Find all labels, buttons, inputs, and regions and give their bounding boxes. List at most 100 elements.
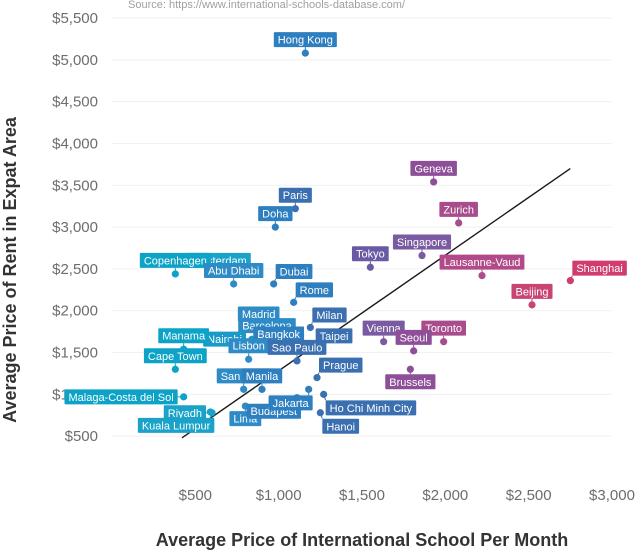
city-paris: Paris <box>278 187 312 213</box>
city-label: Doha <box>262 209 289 221</box>
city-label: Hanoi <box>326 421 355 433</box>
label-box <box>362 320 405 336</box>
city-label: Milan <box>316 310 342 322</box>
y-tick-label: $2,500 <box>52 261 98 278</box>
city-prague: Prague <box>313 357 363 382</box>
data-point <box>440 338 448 346</box>
city-label: Jakarta <box>273 398 310 410</box>
city-label: Prague <box>323 360 358 372</box>
city-hanoi: Hanoi <box>316 409 360 434</box>
data-point <box>290 298 298 306</box>
city-label: Copenhagen <box>144 255 207 267</box>
city-hong-kong: Hong Kong <box>273 32 337 57</box>
label-box <box>421 320 467 336</box>
city-kuala-lumpur: Kuala Lumpur <box>137 408 215 433</box>
city-label: Paris <box>283 190 309 202</box>
data-point <box>270 280 278 288</box>
data-points: Hong KongParisDohaAmsterdamCopenhagenAbu… <box>64 32 627 434</box>
x-axis-ticks: $500 $1,000 $1,500 $2,000 $2,500 $3,000 <box>179 487 635 504</box>
city-milan: Milan <box>306 307 347 332</box>
label-box <box>163 405 206 421</box>
label-box <box>392 234 452 250</box>
data-point <box>230 280 238 288</box>
data-point <box>418 251 426 260</box>
source-note: Source: https://www.international-school… <box>128 0 406 11</box>
city-sao-paulo: Sao Paulo <box>267 339 327 365</box>
city-jakarta: Jakarta <box>268 385 313 411</box>
city-ho-chi-minh-city: Ho Chi Minh City <box>320 390 417 416</box>
data-point <box>430 178 438 186</box>
city-label: Bangkok <box>257 329 300 341</box>
city-label: Zurich <box>443 204 474 216</box>
data-point <box>320 390 328 398</box>
city-label: Geneva <box>414 163 453 175</box>
city-label: Cape Town <box>148 351 203 363</box>
data-point <box>366 263 374 271</box>
label-box <box>258 206 293 222</box>
city-label: Dubai <box>280 266 309 278</box>
label-box <box>267 339 327 355</box>
city-label: Taipei <box>320 331 349 343</box>
label-box <box>319 357 363 373</box>
city-vienna: Vienna <box>362 320 405 346</box>
y-tick-label: $2,000 <box>52 303 98 320</box>
city-label: Hong Kong <box>278 35 333 47</box>
y-tick-label: $500 <box>65 428 98 445</box>
label-box <box>158 328 210 344</box>
city-manila: Manila <box>241 368 283 393</box>
label-box <box>312 307 347 323</box>
data-point <box>528 301 536 309</box>
data-point <box>206 408 214 416</box>
data-point <box>271 223 279 231</box>
data-point <box>293 357 301 365</box>
label-box <box>273 32 337 48</box>
data-point <box>171 270 179 278</box>
data-point <box>306 323 314 332</box>
city-copenhagen: Copenhagen <box>139 252 211 278</box>
city-label: Sao Paulo <box>272 342 323 354</box>
trendline <box>181 167 571 439</box>
label-box <box>325 400 417 416</box>
y-axis-title: Average Price of Rent in Expat Area <box>0 116 20 423</box>
city-lausanne-vaud: Lausanne-Vaud <box>439 254 525 280</box>
city-geneva: Geneva <box>410 160 457 186</box>
x-tick-label: $1,500 <box>339 487 385 504</box>
city-seoul: Seoul <box>395 329 432 355</box>
city-zurich: Zurich <box>439 201 478 227</box>
x-tick-label: $3,000 <box>589 487 635 504</box>
y-tick-label: $5,500 <box>52 10 98 27</box>
data-point <box>301 49 309 57</box>
label-box <box>351 246 389 262</box>
label-box <box>64 389 178 405</box>
city-label: Toronto <box>425 323 462 335</box>
city-label: Lisbon <box>232 341 264 353</box>
city-malaga-costa-del-sol: Malaga-Costa del Sol <box>64 389 188 405</box>
label-box <box>410 160 457 176</box>
label-box <box>253 326 305 342</box>
city-cape-town: Cape Town <box>143 348 207 373</box>
label-box <box>385 374 436 390</box>
city-riyadh: Riyadh <box>163 405 216 421</box>
data-point <box>245 355 253 363</box>
x-tick-label: $500 <box>179 487 212 504</box>
city-beijing: Beijing <box>511 283 553 309</box>
city-label: Seoul <box>400 332 428 344</box>
label-box <box>203 262 264 278</box>
data-point <box>478 272 486 280</box>
city-manama: Manama <box>158 328 210 353</box>
label-box <box>143 348 207 364</box>
data-point <box>240 385 248 393</box>
x-tick-label: $1,000 <box>256 487 302 504</box>
city-label: Vienna <box>367 323 402 335</box>
city-singapore: Singapore <box>392 234 452 260</box>
label-box <box>237 306 280 322</box>
city-label: Brussels <box>389 377 432 389</box>
city-label: Madrid <box>242 309 276 321</box>
data-point <box>406 365 414 373</box>
city-brussels: Brussels <box>385 365 436 390</box>
y-tick-label: $4,500 <box>52 94 98 111</box>
city-label: Ho Chi Minh City <box>330 403 413 415</box>
data-point <box>291 205 299 213</box>
label-box <box>139 252 211 268</box>
label-box <box>395 329 432 345</box>
